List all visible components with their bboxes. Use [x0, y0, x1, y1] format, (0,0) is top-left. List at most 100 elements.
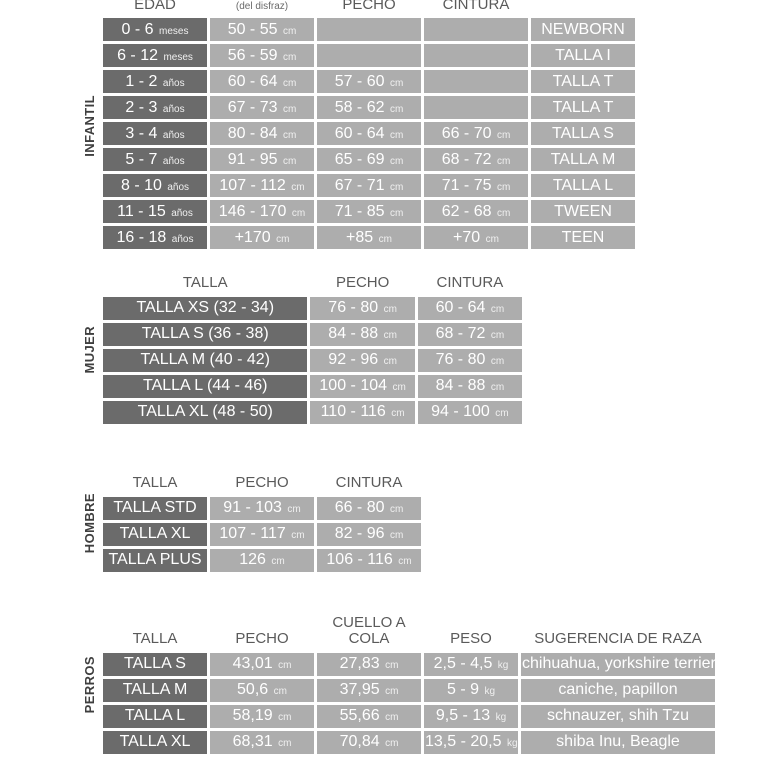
cell-talla: NEWBORN [531, 18, 635, 42]
cell-raza: shiba Inu, Beagle [521, 730, 715, 754]
column-header-cuello-a-cola: CUELLO A COLA [332, 614, 406, 647]
unit-label: meses [159, 25, 189, 37]
unit-label: cm [389, 129, 404, 141]
table-body-infantil: 0 - 6 meses 50 - 55 cm NEWBORN 6 - 12 me… [103, 18, 635, 250]
unit-label: cm [282, 77, 297, 89]
cell-pecho [317, 18, 421, 42]
cell-longitud: 50 - 55 cm [210, 18, 314, 42]
cell-talla: TALLA T [531, 70, 635, 94]
table-row: TALLA STD 91 - 103 cm 66 - 80 cm [103, 496, 421, 520]
unit-label: cm [389, 103, 404, 115]
table-row: 1 - 2 años 60 - 64 cm 57 - 60 cm TALLA T [103, 70, 635, 94]
cell-pecho: 50,6 cm [210, 678, 314, 702]
column-header-talla: TALLA [132, 474, 178, 491]
unit-label: kg [506, 738, 518, 749]
table-row: TALLA S 43,01 cm 27,83 cm 2,5 - 4,5 kg c… [103, 652, 715, 676]
column-header-cintura: CINTURA [436, 274, 504, 291]
cell-talla: TALLA S [103, 652, 207, 676]
table-row: TALLA XL 68,31 cm 70,84 cm 13,5 - 20,5 k… [103, 730, 715, 754]
cell-talla: TWEEN [531, 200, 635, 224]
section-infantil: INFANTIL EDAD LONGITUD(del disfraz) PECH… [78, 0, 638, 252]
column-header-longitud-sub: (del disfraz) [235, 0, 289, 12]
unit-label: cm [389, 207, 404, 219]
cell-pecho: +85 cm [317, 226, 421, 250]
cell-edad: 3 - 4 años [103, 122, 207, 146]
unit-label: cm [291, 530, 305, 542]
cell-edad: 16 - 18 años [103, 226, 207, 250]
cell-pecho: 76 - 80 cm [310, 296, 415, 320]
table-row: TALLA XS (32 - 34) 76 - 80 cm 60 - 64 cm [103, 296, 522, 320]
unit-label: cm [282, 25, 297, 37]
cell-longitud: 146 - 170 cm [210, 200, 314, 224]
header-row: TALLA PECHO CINTURA [103, 275, 522, 294]
unit-label: cm [485, 233, 499, 245]
column-header-talla: TALLA [132, 629, 178, 647]
cell-cintura [424, 44, 528, 68]
cell-pecho: 65 - 69 cm [317, 148, 421, 172]
section-label-text: MUJER [81, 325, 97, 374]
cell-pecho: 126 cm [210, 548, 314, 572]
cell-edad: 2 - 3 años [103, 96, 207, 120]
table-wrap-mujer: TALLA PECHO CINTURA TALLA XS (32 - 34) 7… [100, 272, 525, 427]
cell-cintura: 62 - 68 cm [424, 200, 528, 224]
section-hombre: HOMBRE TALLA PECHO CINTURA TALLA STD [78, 472, 424, 575]
table-row: 2 - 3 años 67 - 73 cm 58 - 62 cm TALLA T [103, 96, 635, 120]
table-mujer: TALLA PECHO CINTURA TALLA XS (32 - 34) 7… [100, 272, 525, 427]
cell-cintura: 82 - 96 cm [317, 522, 421, 546]
unit-label: cm [273, 686, 287, 697]
unit-label: cm [389, 181, 404, 193]
table-row: TALLA M 50,6 cm 37,95 cm 5 - 9 kg canich… [103, 678, 715, 702]
unit-label: cm [490, 330, 505, 342]
table-row: TALLA M (40 - 42) 92 - 96 cm 76 - 80 cm [103, 348, 522, 372]
table-body-perros: TALLA S 43,01 cm 27,83 cm 2,5 - 4,5 kg c… [103, 652, 715, 754]
cell-cintura: 68 - 72 cm [424, 148, 528, 172]
cell-pecho: 58,19 cm [210, 704, 314, 728]
cell-cintura: 68 - 72 cm [417, 322, 522, 346]
cell-cintura: 60 - 64 cm [417, 296, 522, 320]
cell-longitud: 91 - 95 cm [210, 148, 314, 172]
unit-label: kg [497, 660, 509, 671]
cell-cintura: 71 - 75 cm [424, 174, 528, 198]
section-label-text: INFANTIL [81, 95, 97, 157]
cell-raza: caniche, papillon [521, 678, 715, 702]
unit-label: cm [278, 660, 292, 671]
cell-peso: 13,5 - 20,5 kg [424, 730, 518, 754]
unit-label: años [162, 77, 185, 89]
cell-pecho: 92 - 96 cm [310, 348, 415, 372]
unit-label: cm [490, 304, 505, 316]
column-header-sugerencia-de-raza: SUGERENCIA DE RAZA [534, 629, 702, 647]
unit-label: cm [389, 504, 404, 516]
cell-edad: 0 - 6 meses [103, 18, 207, 42]
cell-pecho: 67 - 71 cm [317, 174, 421, 198]
cell-cuello-a-cola: 55,66 cm [317, 704, 421, 728]
column-header-edad: EDAD [134, 0, 176, 13]
unit-label: cm [389, 155, 404, 167]
column-header-pecho: PECHO [235, 474, 289, 491]
unit-label: cm [383, 356, 397, 368]
cell-talla: TALLA STD [103, 496, 207, 520]
cell-talla: TALLA M [531, 148, 635, 172]
unit-label: cm [291, 181, 305, 193]
unit-label: cm [282, 51, 297, 63]
cell-pecho: 100 - 104 cm [310, 374, 415, 398]
cell-talla: TALLA L [531, 174, 635, 198]
cell-cintura: 94 - 100 cm [417, 400, 522, 424]
unit-label: años [162, 103, 185, 115]
cell-pecho: 60 - 64 cm [317, 122, 421, 146]
unit-label: cm [496, 129, 511, 141]
unit-label: kg [495, 712, 507, 723]
unit-label: cm [383, 330, 397, 342]
cell-peso: 5 - 9 kg [424, 678, 518, 702]
cell-edad: 11 - 15 años [103, 200, 207, 224]
cell-talla: TALLA L [103, 704, 207, 728]
column-header-pecho: PECHO [335, 274, 390, 291]
unit-label: cm [278, 738, 292, 749]
unit-label: cm [496, 155, 511, 167]
unit-label: años [171, 233, 194, 245]
table-head-perros: TALLA PECHO CUELLO A COLA PESO SUGERENCI… [103, 615, 715, 650]
table-body-mujer: TALLA XS (32 - 34) 76 - 80 cm 60 - 64 cm… [103, 296, 522, 424]
column-header-pecho: PECHO [235, 629, 289, 647]
table-row: 11 - 15 años 146 - 170 cm 71 - 85 cm 62 … [103, 200, 635, 224]
unit-label: cm [389, 77, 404, 89]
